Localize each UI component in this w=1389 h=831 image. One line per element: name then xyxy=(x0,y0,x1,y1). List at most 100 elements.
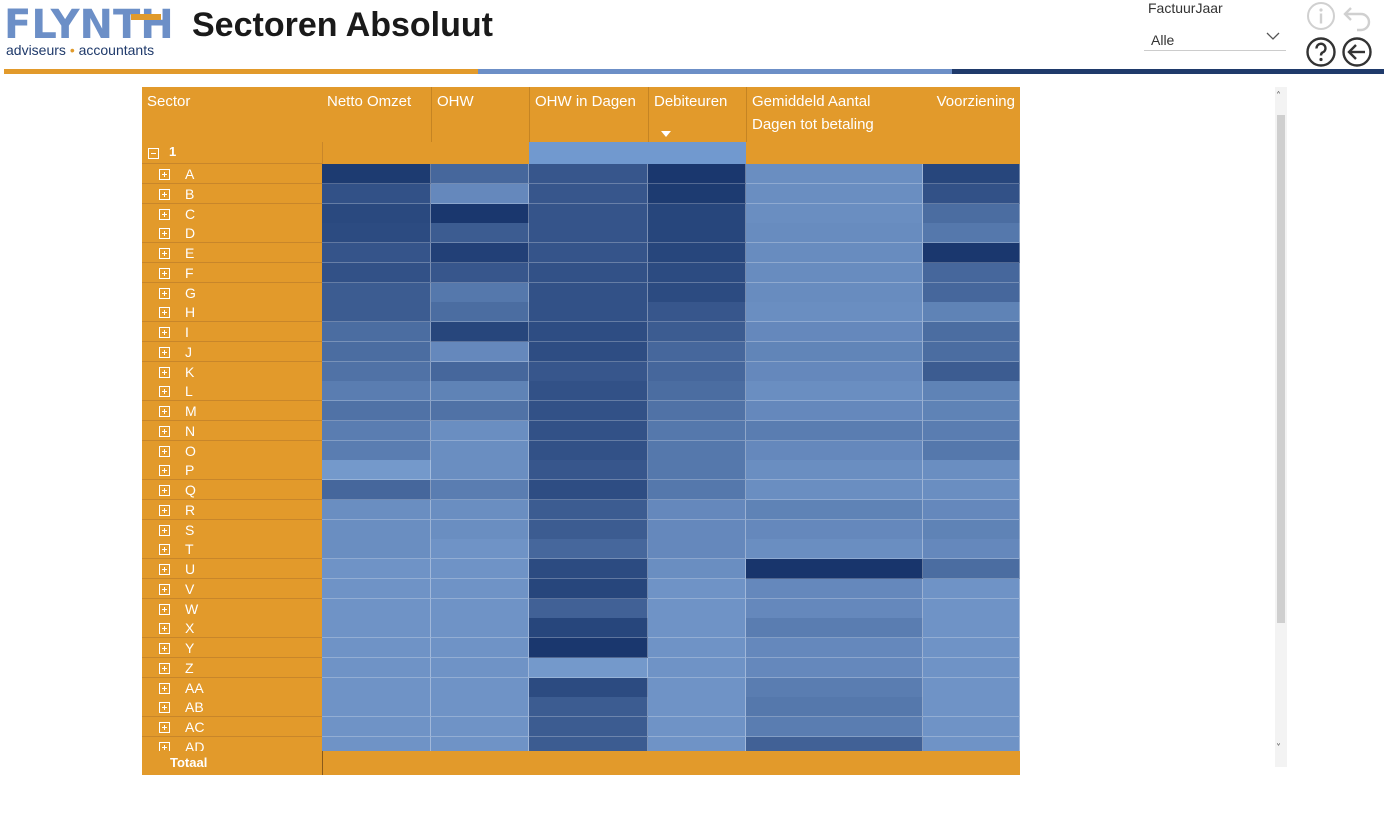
heat-cell-debiteuren[interactable] xyxy=(648,401,746,421)
expand-icon[interactable] xyxy=(159,504,170,516)
sector-cell[interactable]: H xyxy=(142,302,322,323)
heat-cell-ohw[interactable] xyxy=(431,223,529,244)
heat-cell-debiteuren[interactable] xyxy=(648,183,746,204)
expand-icon[interactable] xyxy=(159,267,170,279)
scrollbar-thumb[interactable] xyxy=(1277,115,1285,623)
heat-cell-debiteuren[interactable] xyxy=(648,302,746,323)
heat-cell-netto-omzet[interactable] xyxy=(322,203,431,224)
expand-icon[interactable] xyxy=(159,366,170,378)
sector-cell[interactable]: R xyxy=(142,499,322,520)
sector-cell[interactable]: E xyxy=(142,243,322,263)
heat-cell-gemiddeld-dagen[interactable] xyxy=(746,420,923,441)
sector-cell[interactable]: P xyxy=(142,460,322,481)
heat-cell-ohw-in-dagen[interactable] xyxy=(529,657,648,678)
expand-icon[interactable] xyxy=(159,228,170,240)
expand-icon[interactable] xyxy=(159,623,170,635)
heat-cell-voorziening[interactable] xyxy=(923,341,1020,362)
expand-icon[interactable] xyxy=(159,248,170,259)
heat-cell-gemiddeld-dagen[interactable] xyxy=(746,499,923,520)
heat-cell-debiteuren[interactable] xyxy=(648,460,746,481)
heat-cell-netto-omzet[interactable] xyxy=(322,657,431,678)
heat-cell-ohw-in-dagen[interactable] xyxy=(529,677,648,698)
heat-cell-debiteuren[interactable] xyxy=(648,519,746,540)
heat-cell-netto-omzet[interactable] xyxy=(322,322,431,342)
header-ohw-in-dagen[interactable]: OHW in Dagen xyxy=(529,87,648,142)
heat-cell-voorziening[interactable] xyxy=(923,559,1020,579)
sector-cell[interactable]: F xyxy=(142,262,322,283)
heat-cell-ohw[interactable] xyxy=(431,401,529,421)
heat-cell-ohw-in-dagen[interactable] xyxy=(529,480,648,500)
heat-cell-voorziening[interactable] xyxy=(923,440,1020,461)
heat-cell-ohw[interactable] xyxy=(431,420,529,441)
expand-icon[interactable] xyxy=(159,583,170,595)
sector-cell[interactable]: X xyxy=(142,618,322,639)
heat-cell-ohw[interactable] xyxy=(431,203,529,224)
heat-cell-ohw-in-dagen[interactable] xyxy=(529,559,648,579)
heat-cell-ohw[interactable] xyxy=(431,677,529,698)
expand-icon[interactable] xyxy=(159,465,170,477)
heat-cell-voorziening[interactable] xyxy=(923,183,1020,204)
heat-cell-voorziening[interactable] xyxy=(923,282,1020,303)
heat-cell-ohw[interactable] xyxy=(431,322,529,342)
heat-cell-voorziening[interactable] xyxy=(923,322,1020,342)
heat-cell-ohw[interactable] xyxy=(431,341,529,362)
sector-cell[interactable]: AB xyxy=(142,697,322,718)
expand-icon[interactable] xyxy=(159,208,170,220)
heat-cell-ohw-in-dagen[interactable] xyxy=(529,420,648,441)
heat-cell-voorziening[interactable] xyxy=(923,361,1020,382)
heat-cell-gemiddeld-dagen[interactable] xyxy=(746,717,923,737)
heat-cell-gemiddeld-dagen[interactable] xyxy=(746,262,923,283)
header-sector[interactable]: Sector xyxy=(147,93,191,110)
back-icon[interactable] xyxy=(1341,36,1373,68)
heat-cell-debiteuren[interactable] xyxy=(648,440,746,461)
heat-cell-netto-omzet[interactable] xyxy=(322,440,431,461)
heat-cell-netto-omzet[interactable] xyxy=(322,183,431,204)
scroll-up-icon[interactable]: ˄ xyxy=(1276,91,1281,102)
sector-cell[interactable]: S xyxy=(142,519,322,540)
heat-cell-gemiddeld-dagen[interactable] xyxy=(746,657,923,678)
heat-cell-ohw-in-dagen[interactable] xyxy=(529,223,648,244)
heat-cell-ohw-in-dagen[interactable] xyxy=(529,282,648,303)
heat-cell-ohw[interactable] xyxy=(431,460,529,481)
heat-cell-debiteuren[interactable] xyxy=(648,262,746,283)
heat-cell-gemiddeld-dagen[interactable] xyxy=(746,322,923,342)
header-ohw[interactable]: OHW xyxy=(431,87,529,142)
heat-cell-ohw-in-dagen[interactable] xyxy=(529,598,648,619)
heat-cell-netto-omzet[interactable] xyxy=(322,282,431,303)
expand-icon[interactable] xyxy=(159,524,170,536)
heat-cell-ohw[interactable] xyxy=(431,638,529,658)
heat-cell-ohw-in-dagen[interactable] xyxy=(529,460,648,481)
heat-cell-gemiddeld-dagen[interactable] xyxy=(746,440,923,461)
heat-cell-debiteuren[interactable] xyxy=(648,381,746,402)
heat-cell-netto-omzet[interactable] xyxy=(322,262,431,283)
heat-cell-ohw-in-dagen[interactable] xyxy=(529,243,648,263)
heat-cell-gemiddeld-dagen[interactable] xyxy=(746,381,923,402)
heat-cell-voorziening[interactable] xyxy=(923,243,1020,263)
heat-cell-ohw-in-dagen[interactable] xyxy=(529,440,648,461)
heat-cell-netto-omzet[interactable] xyxy=(322,381,431,402)
expand-icon[interactable] xyxy=(159,662,170,674)
expand-icon[interactable] xyxy=(159,327,170,338)
heat-cell-netto-omzet[interactable] xyxy=(322,341,431,362)
heat-cell-netto-omzet[interactable] xyxy=(322,164,431,184)
heat-cell-debiteuren[interactable] xyxy=(648,282,746,303)
undo-icon[interactable] xyxy=(1341,0,1373,32)
heat-cell-voorziening[interactable] xyxy=(923,420,1020,441)
heat-cell-ohw-in-dagen[interactable] xyxy=(529,262,648,283)
heat-cell-voorziening[interactable] xyxy=(923,262,1020,283)
heat-cell-gemiddeld-dagen[interactable] xyxy=(746,243,923,263)
heat-cell-ohw-in-dagen[interactable] xyxy=(529,697,648,718)
heat-cell-voorziening[interactable] xyxy=(923,618,1020,639)
heat-cell-debiteuren[interactable] xyxy=(648,717,746,737)
sector-cell[interactable]: L xyxy=(142,381,322,402)
expand-icon[interactable] xyxy=(159,346,170,358)
heat-cell-debiteuren[interactable] xyxy=(648,539,746,560)
expand-icon[interactable] xyxy=(159,564,170,575)
heat-cell-ohw[interactable] xyxy=(431,539,529,560)
expand-icon[interactable] xyxy=(159,386,170,398)
heat-cell-netto-omzet[interactable] xyxy=(322,499,431,520)
heat-cell-gemiddeld-dagen[interactable] xyxy=(746,460,923,481)
heat-cell-gemiddeld-dagen[interactable] xyxy=(746,203,923,224)
heat-cell-gemiddeld-dagen[interactable] xyxy=(746,697,923,718)
heat-cell-gemiddeld-dagen[interactable] xyxy=(746,302,923,323)
